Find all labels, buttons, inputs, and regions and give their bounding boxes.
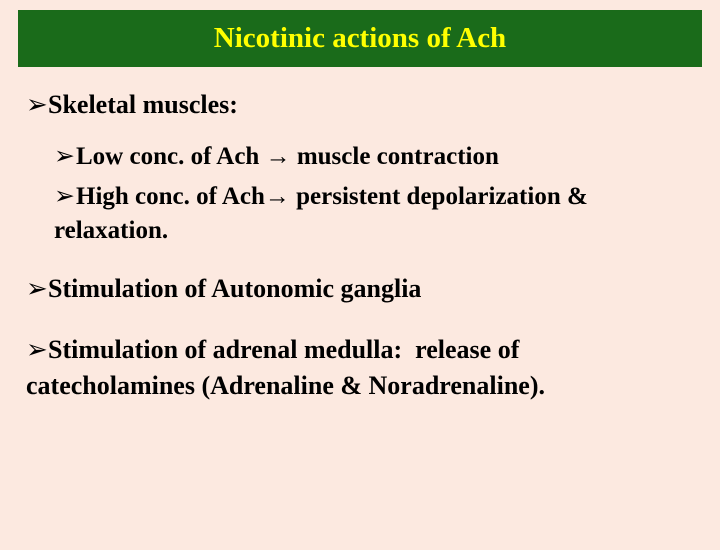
low-conc-suffix: muscle contraction xyxy=(291,143,499,170)
slide-title: Nicotinic actions of Ach xyxy=(214,22,506,54)
arrow-icon: → xyxy=(265,182,290,210)
heading-ganglia: Stimulation of Autonomic ganglia xyxy=(48,274,421,303)
arrow-icon: → xyxy=(266,142,291,170)
high-conc-prefix: High conc. of Ach xyxy=(76,183,265,210)
section-skeletal-muscles: ➢Skeletal muscles: xyxy=(26,87,694,122)
bullet-icon: ➢ xyxy=(54,180,76,214)
heading-adrenal: Stimulation of adrenal medulla: xyxy=(48,335,402,364)
bullet-icon: ➢ xyxy=(26,332,48,367)
title-bar: Nicotinic actions of Ach xyxy=(18,10,702,67)
content-area: ➢Skeletal muscles: ➢Low conc. of Ach → m… xyxy=(0,67,720,403)
section-autonomic-ganglia: ➢Stimulation of Autonomic ganglia xyxy=(26,271,694,306)
heading-skeletal: Skeletal muscles: xyxy=(48,90,238,119)
bullet-icon: ➢ xyxy=(26,87,48,122)
sub-item-high-conc: ➢High conc. of Ach→ persistent depolariz… xyxy=(54,180,694,248)
bullet-icon: ➢ xyxy=(26,271,48,306)
section-adrenal-medulla: ➢Stimulation of adrenal medulla: release… xyxy=(26,332,694,402)
bullet-icon: ➢ xyxy=(54,140,76,174)
low-conc-prefix: Low conc. of Ach xyxy=(76,143,266,170)
sub-item-low-conc: ➢Low conc. of Ach → muscle contraction xyxy=(54,140,694,174)
